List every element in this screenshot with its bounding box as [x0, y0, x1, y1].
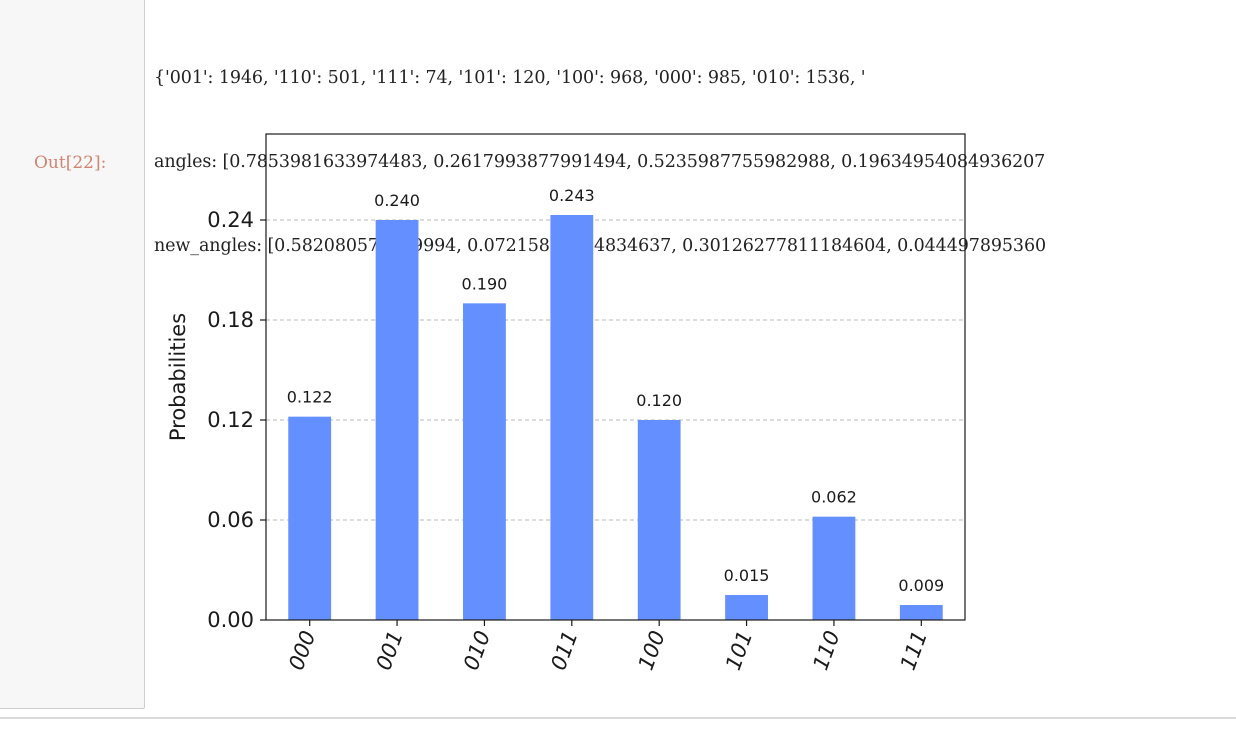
x-tick-label: 111: [896, 628, 932, 674]
x-tick-label: 000: [284, 628, 320, 674]
bar-110: [812, 516, 856, 620]
bar-100: [637, 420, 681, 620]
y-tick-label: 0.00: [207, 608, 254, 632]
x-tick-label: 100: [634, 628, 670, 674]
x-tick-label: 001: [371, 628, 407, 674]
bar-011: [550, 215, 594, 620]
plot-frame: [265, 133, 966, 621]
cell-separator: [0, 717, 1236, 719]
bar-value-label: 0.122: [287, 388, 333, 407]
bar-value-label: 0.062: [811, 488, 857, 507]
y-tick-label: 0.12: [207, 408, 254, 432]
y-axis-ticks: 0.00 0.06 0.12 0.18 0.24: [207, 208, 266, 632]
cell-stdout: {'001': 1946, '110': 501, '111': 74, '10…: [154, 8, 1236, 288]
bar-value-label: 0.190: [462, 274, 508, 293]
bar-101: [725, 595, 768, 620]
y-tick-label: 0.18: [207, 308, 254, 332]
bar-001: [375, 220, 419, 620]
stdout-line-new-angles: new_angles: [0.582080577269994, 0.072158…: [154, 236, 1047, 256]
y-tick-label: 0.24: [207, 208, 254, 232]
stdout-line-angles: angles: [0.7853981633974483, 0.261799387…: [154, 152, 1046, 172]
bar-000: [288, 416, 332, 620]
bar-value-label: 0.240: [374, 191, 420, 210]
stdout-line-counts: {'001': 1946, '110': 501, '111': 74, '10…: [154, 68, 866, 88]
bars: [288, 215, 943, 620]
probability-histogram-chart: 0.00 0.06 0.12 0.18 0.24 000 001 010 011 100 101 1…: [166, 133, 966, 673]
x-tick-label: 010: [459, 628, 495, 674]
y-tick-label: 0.06: [207, 508, 254, 532]
x-tick-label: 011: [546, 628, 582, 674]
gridlines: [266, 219, 965, 521]
bar-010: [463, 303, 506, 620]
output-prompt: Out[22]:: [34, 153, 107, 173]
x-tick-label: 101: [721, 628, 757, 674]
x-tick-label: 110: [808, 628, 844, 674]
y-axis-label: Probabilities: [166, 313, 190, 441]
bar-111: [899, 605, 943, 620]
bar-value-label: 0.243: [549, 186, 595, 205]
bar-value-label: 0.120: [636, 391, 682, 410]
bar-value-labels: 0.122 0.240 0.190 0.243 0.120 0.015 0.062 0.009: [287, 186, 944, 595]
x-axis-ticks: 000 001 010 011 100 101 110 111: [284, 620, 932, 673]
bar-value-label: 0.015: [724, 566, 770, 585]
bar-value-label: 0.009: [898, 576, 944, 595]
cell-prompt-gutter[interactable]: [0, 0, 145, 709]
